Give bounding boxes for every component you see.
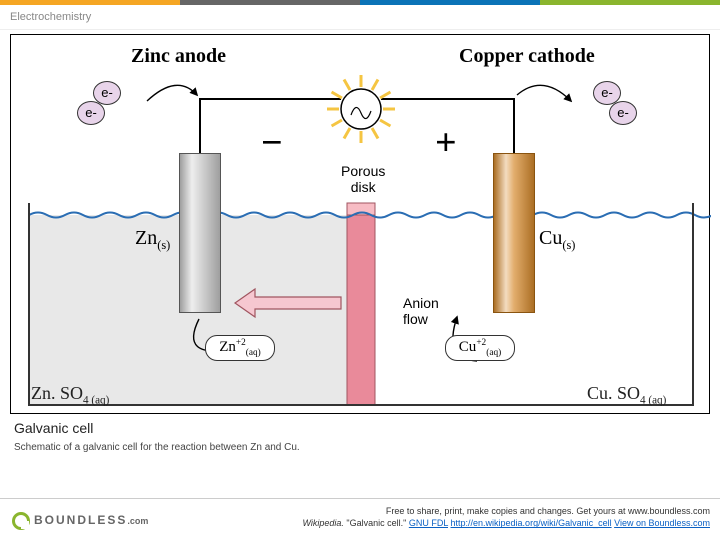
- electron-icon: e-: [609, 101, 637, 125]
- anode-heading: Zinc anode: [131, 45, 226, 68]
- plus-sign: +: [435, 121, 457, 165]
- electron-icon: e-: [77, 101, 105, 125]
- figure-title: Galvanic cell: [14, 420, 706, 436]
- left-solution-label: Zn. SO4 (aq): [31, 383, 109, 407]
- logo-text: BOUNDLESS: [34, 513, 127, 527]
- view-link[interactable]: View on Boundless.com: [614, 518, 710, 528]
- breadcrumb: Electrochemistry: [0, 5, 720, 30]
- license-link[interactable]: GNU FDL: [409, 518, 448, 528]
- figure-caption: Schematic of a galvanic cell for the rea…: [14, 442, 706, 453]
- cathode-heading: Copper cathode: [459, 45, 595, 68]
- right-solution-label: Cu. SO4 (aq): [587, 383, 666, 407]
- copper-electrode: [493, 153, 535, 313]
- copper-ion-label: Cu+2(aq): [445, 335, 515, 361]
- zinc-electrode-label: Zn(s): [135, 227, 170, 253]
- footer: BOUNDLESS.com Free to share, print, make…: [0, 498, 720, 540]
- logo-suffix: .com: [127, 516, 148, 526]
- minus-sign: −: [261, 121, 283, 165]
- anion-flow-label: Anion flow: [403, 295, 439, 327]
- zinc-electrode: [179, 153, 221, 313]
- source-link[interactable]: http://en.wikipedia.org/wiki/Galvanic_ce…: [451, 518, 612, 528]
- logo-icon: [12, 512, 30, 530]
- zinc-ion-label: Zn+2(aq): [205, 335, 275, 361]
- porous-disk-label: Porousdisk: [341, 163, 385, 195]
- top-color-stripe: [0, 0, 720, 5]
- galvanic-cell-diagram: Zinc anode Copper cathode − + Porousdisk…: [10, 34, 710, 414]
- copper-electrode-label: Cu(s): [539, 227, 575, 253]
- boundless-logo: BOUNDLESS.com: [12, 512, 148, 530]
